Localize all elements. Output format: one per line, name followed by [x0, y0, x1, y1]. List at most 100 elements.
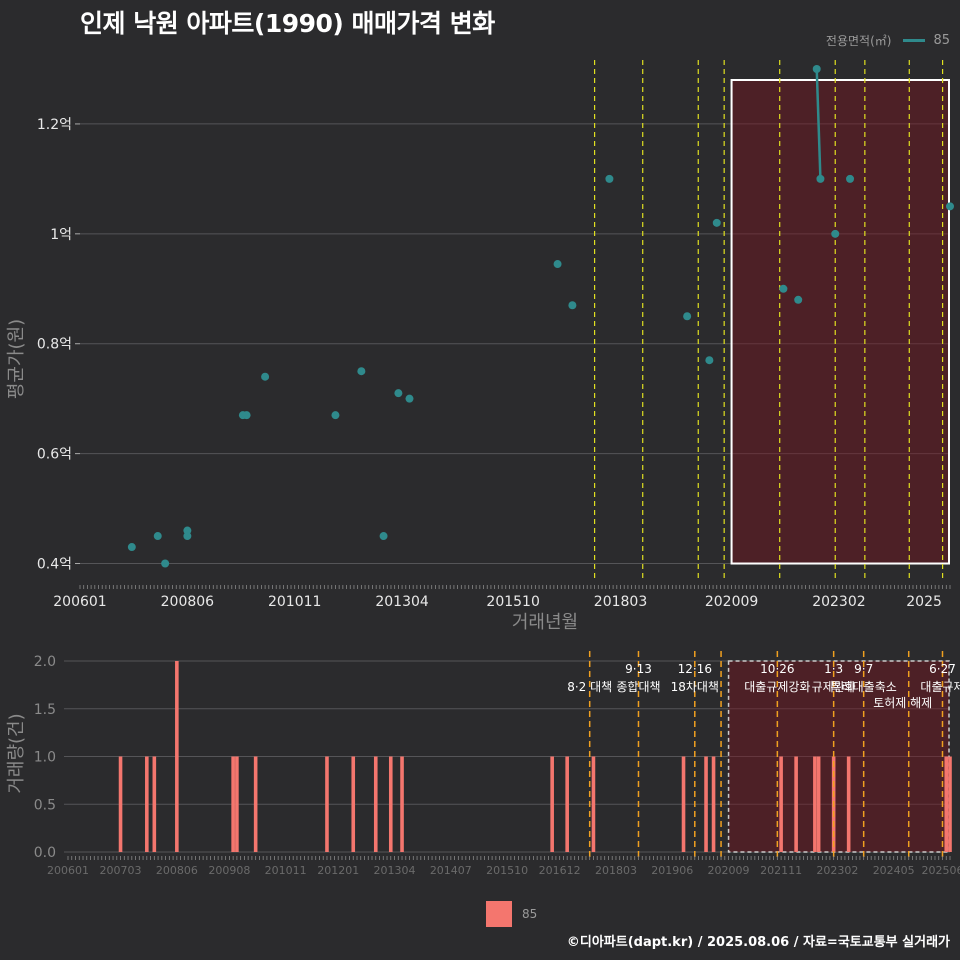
y-tick-label: 0.4억 — [37, 557, 72, 573]
bar-x-tick-label: 201407 — [430, 864, 472, 877]
policy-date-label: 12·16 — [678, 662, 712, 676]
data-point — [553, 260, 562, 269]
volume-bar — [253, 756, 258, 852]
y-tick-label: 1.2억 — [37, 117, 72, 133]
volume-bar — [550, 756, 554, 852]
volume-bar — [711, 756, 716, 852]
volume-bar — [231, 756, 235, 852]
volume-bar — [351, 756, 356, 852]
bar-x-tick-label: 201803 — [595, 864, 637, 877]
volume-bar — [704, 756, 708, 852]
policy-name-label: 대출규제강화 — [744, 680, 810, 694]
y-axis-label: 평균가(원) — [6, 319, 27, 399]
legend-line-swatch — [903, 39, 926, 42]
policy-name-label: 종합대책 — [616, 679, 660, 694]
policy-date-label: 1·3 — [824, 662, 843, 676]
series-line — [815, 68, 822, 179]
data-point — [831, 229, 840, 238]
policy-date-label: 10·26 — [760, 662, 794, 676]
volume-bar — [152, 756, 157, 852]
data-point — [812, 64, 821, 73]
data-point — [683, 312, 692, 321]
x-tick-label: 200806 — [161, 594, 215, 610]
highlight-box — [730, 79, 950, 565]
volume-bar — [816, 756, 821, 852]
bar-highlight-box — [727, 660, 950, 853]
data-point — [161, 559, 170, 568]
volume-bar — [175, 661, 179, 852]
data-point — [568, 301, 577, 310]
x-tick-label: 201304 — [375, 594, 429, 610]
data-point — [379, 532, 388, 541]
data-point — [605, 174, 614, 183]
legend-title: 전용면적(㎡) — [825, 34, 892, 48]
volume-bar — [565, 756, 569, 852]
data-point — [394, 389, 403, 398]
bar-x-tick-label: 201612 — [539, 864, 581, 877]
volume-bar — [325, 756, 329, 852]
data-point — [946, 202, 954, 211]
data-point — [357, 367, 366, 376]
bar-x-tick-label: 200806 — [156, 864, 198, 877]
y-tick-label: 0.6억 — [37, 447, 72, 463]
bar-x-tick-label: 201906 — [651, 864, 693, 877]
bottom-legend-label: 85 — [522, 907, 538, 921]
bar-y-tick-label: 0.5 — [34, 797, 56, 813]
legend: 전용면적(㎡) 85 — [826, 32, 950, 49]
bar-x-tick-label: 202302 — [816, 864, 858, 877]
volume-bar — [779, 756, 783, 852]
bar-x-tick-label: 201510 — [486, 864, 528, 877]
bar-x-tick-label: 200703 — [100, 864, 142, 877]
bar-x-tick-label: 202009 — [708, 864, 750, 877]
x-tick-label: 202302 — [812, 594, 865, 610]
data-point — [816, 174, 825, 183]
bar-x-tick-label: 200908 — [208, 864, 250, 877]
volume-bar — [944, 756, 949, 852]
x-tick-label: 201510 — [486, 594, 539, 610]
data-point — [183, 532, 192, 541]
bar-x-tick-label: 200601 — [47, 864, 89, 877]
bar-y-tick-label: 2.0 — [34, 654, 56, 670]
data-point — [153, 532, 162, 541]
volume-bar — [118, 756, 123, 852]
data-point — [705, 356, 714, 365]
data-point — [846, 174, 855, 183]
policy-date-label: 9·13 — [625, 662, 652, 676]
x-tick-label: 202009 — [705, 594, 758, 610]
bottom-legend-swatch — [486, 901, 512, 927]
policy-extra-label: 토허제 해제 — [873, 696, 932, 710]
volume-bar — [400, 756, 404, 852]
volume-bar — [591, 756, 596, 852]
policy-name-label: 18차대책 — [671, 679, 719, 694]
bar-x-tick-label: 202506 — [921, 864, 960, 877]
volume-bar — [681, 756, 686, 852]
volume-bar — [846, 756, 851, 852]
bar-y-tick-label: 1.0 — [34, 750, 56, 766]
bar-x-tick-label: 202111 — [760, 864, 802, 877]
chart-title: 인제 낙원 아파트(1990) 매매가격 변화 — [80, 9, 495, 38]
x-tick-label: 201011 — [268, 594, 321, 610]
legend-label: 85 — [933, 33, 950, 48]
bar-x-tick-label: 202405 — [873, 864, 915, 877]
bar-y-axis-label: 거래량(건) — [6, 713, 27, 793]
volume-bar — [948, 756, 952, 852]
data-point — [242, 411, 251, 420]
bar-x-tick-label: 201201 — [317, 864, 359, 877]
y-tick-label: 1억 — [50, 227, 72, 243]
x-tick-label: 201803 — [594, 594, 647, 610]
bar-y-tick-label: 1.5 — [34, 702, 56, 718]
x-tick-label: 2025 — [906, 594, 942, 610]
policy-date-label: 9·7 — [854, 662, 873, 676]
policy-name-label: 8·2 대책 — [567, 679, 612, 694]
bar-y-tick-label: 0.0 — [34, 845, 56, 861]
bar-x-tick-label: 201011 — [265, 864, 307, 877]
volume-bar — [794, 756, 798, 852]
data-point — [127, 543, 136, 552]
data-point — [794, 295, 803, 304]
volume-bar — [813, 756, 817, 852]
volume-bar — [388, 756, 393, 852]
footer-credit: ©디아파트(dapt.kr) / 2025.08.06 / 자료=국토교통부 실… — [566, 935, 950, 950]
y-tick-label: 0.8억 — [37, 337, 72, 353]
policy-date-label: 6·27 — [929, 662, 956, 676]
